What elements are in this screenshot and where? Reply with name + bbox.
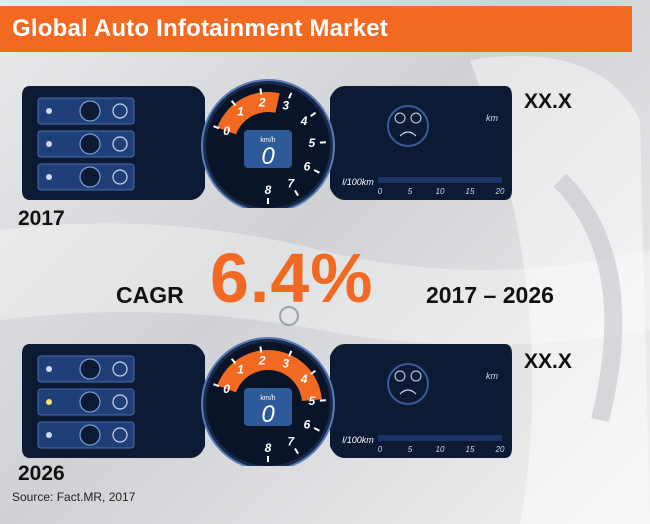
indicator-light	[46, 366, 52, 372]
cagr-label: CAGR	[116, 282, 184, 308]
control-knob	[79, 166, 101, 188]
gauge-tick	[288, 92, 293, 99]
gauge-scale-label: 0	[223, 382, 230, 396]
title-bar: Global Auto Infotainment Market	[0, 6, 632, 52]
speed-readout: 0	[261, 143, 275, 170]
gauge-scale-label: 1	[237, 363, 244, 377]
gauge-scale-label: 6	[304, 417, 311, 431]
consumption-tick: 10	[436, 187, 445, 196]
control-knob	[79, 391, 101, 413]
cagr-row: CAGR 6.4% 2017 – 2026	[0, 238, 650, 318]
value-label-2017: XX.X	[524, 90, 572, 113]
distance-unit: km	[486, 371, 499, 381]
gauge-scale-label: 5	[309, 136, 316, 150]
nav-ring	[387, 105, 429, 147]
indicator-light	[46, 108, 52, 114]
speed-unit: km/h	[260, 137, 275, 144]
gauge-tick	[313, 169, 320, 174]
speedometer-icon	[112, 103, 128, 119]
consumption-bar	[378, 177, 502, 183]
gauge-scale-label: 3	[282, 357, 289, 371]
fuel-icon	[394, 370, 406, 382]
gauge-tick	[313, 427, 320, 432]
speed-display	[244, 388, 292, 426]
fuel-icon	[394, 112, 406, 124]
consumption-tick: 0	[378, 187, 383, 196]
gauge-scale-label: 4	[300, 114, 308, 128]
cagr-value: 6.4%	[210, 239, 374, 317]
gauge-scale-label: 5	[309, 394, 316, 408]
gauge-tick	[230, 358, 237, 365]
consumption-tick: 15	[466, 445, 475, 454]
gauge-tick	[310, 369, 317, 375]
gauge-tick	[294, 447, 299, 455]
value-label-2026: XX.X	[524, 350, 572, 373]
gauge-scale-label: 0	[223, 124, 230, 138]
gauge-tick	[230, 100, 237, 107]
control-knob	[79, 424, 101, 446]
source-note: Source: Fact.MR, 2017	[12, 490, 136, 504]
page-title: Global Auto Infotainment Market	[12, 15, 388, 42]
speedometer-icon	[112, 361, 128, 377]
gauge-tick	[310, 111, 317, 117]
gauge-scale-label: 7	[287, 435, 295, 449]
gauge-tick	[288, 350, 293, 357]
gauge-scale-label: 2	[258, 95, 266, 109]
gauge-tick	[294, 189, 299, 197]
wheel-icon	[410, 112, 422, 124]
control-knob	[79, 100, 101, 122]
settings-icon	[112, 136, 128, 152]
consumption-tick: 0	[378, 445, 383, 454]
gauge-scale-label: 6	[304, 159, 311, 173]
indicator-light	[46, 174, 52, 180]
gauge-tick	[213, 125, 220, 130]
car-icon	[399, 389, 417, 395]
speed-display	[244, 130, 292, 168]
gauge-scale-label: 8	[265, 441, 272, 455]
dashboard-2017: 0 1 2 3 4 5 6 7 8 km/h 0 km l/100km 0 5 10 15 20	[0, 78, 520, 208]
year-label-2026: 2026	[18, 462, 65, 485]
consumption-tick: 5	[408, 187, 413, 196]
cagr-period: 2017 – 2026	[426, 282, 554, 308]
consumption-unit: l/100km	[342, 435, 374, 445]
gauge-scale-label: 4	[300, 372, 308, 386]
consumption-tick: 15	[466, 187, 475, 196]
gauge-scale-label: 3	[282, 99, 289, 113]
gauge-scale-label: 7	[287, 177, 295, 191]
gauge-tick	[259, 88, 263, 95]
dashboard-2026: 0 1 2 3 4 5 6 7 8 km/h 0 km l/100km 0 5 10 15 20	[0, 336, 520, 466]
consumption-tick: 10	[436, 445, 445, 454]
speed-readout: 0	[261, 401, 275, 428]
gauge-scale-label: 8	[265, 183, 272, 197]
gauge-fill	[217, 91, 280, 135]
gauge-tick	[259, 346, 263, 353]
nav-ring	[387, 363, 429, 405]
consumption-bar	[378, 435, 502, 441]
indicator-light	[46, 432, 52, 438]
car-icon	[399, 131, 417, 137]
right-panel	[330, 344, 512, 458]
consumption-tick: 20	[495, 187, 505, 196]
indicator-light	[46, 399, 52, 405]
gauge-fill	[217, 349, 322, 402]
car-icon	[112, 169, 128, 185]
gauge-scale-label: 2	[258, 353, 266, 367]
control-knob	[79, 358, 101, 380]
car-icon	[112, 427, 128, 443]
control-knob	[79, 133, 101, 155]
settings-icon	[112, 394, 128, 410]
gauge-scale-label: 1	[237, 105, 244, 119]
consumption-tick: 20	[495, 445, 505, 454]
right-panel	[330, 86, 512, 200]
distance-unit: km	[486, 113, 499, 123]
gauge-tick	[213, 383, 220, 388]
wheel-icon	[410, 370, 422, 382]
year-label-2017: 2017	[18, 207, 65, 230]
consumption-unit: l/100km	[342, 177, 374, 187]
consumption-tick: 5	[408, 445, 413, 454]
indicator-light	[46, 141, 52, 147]
speed-unit: km/h	[260, 395, 275, 402]
